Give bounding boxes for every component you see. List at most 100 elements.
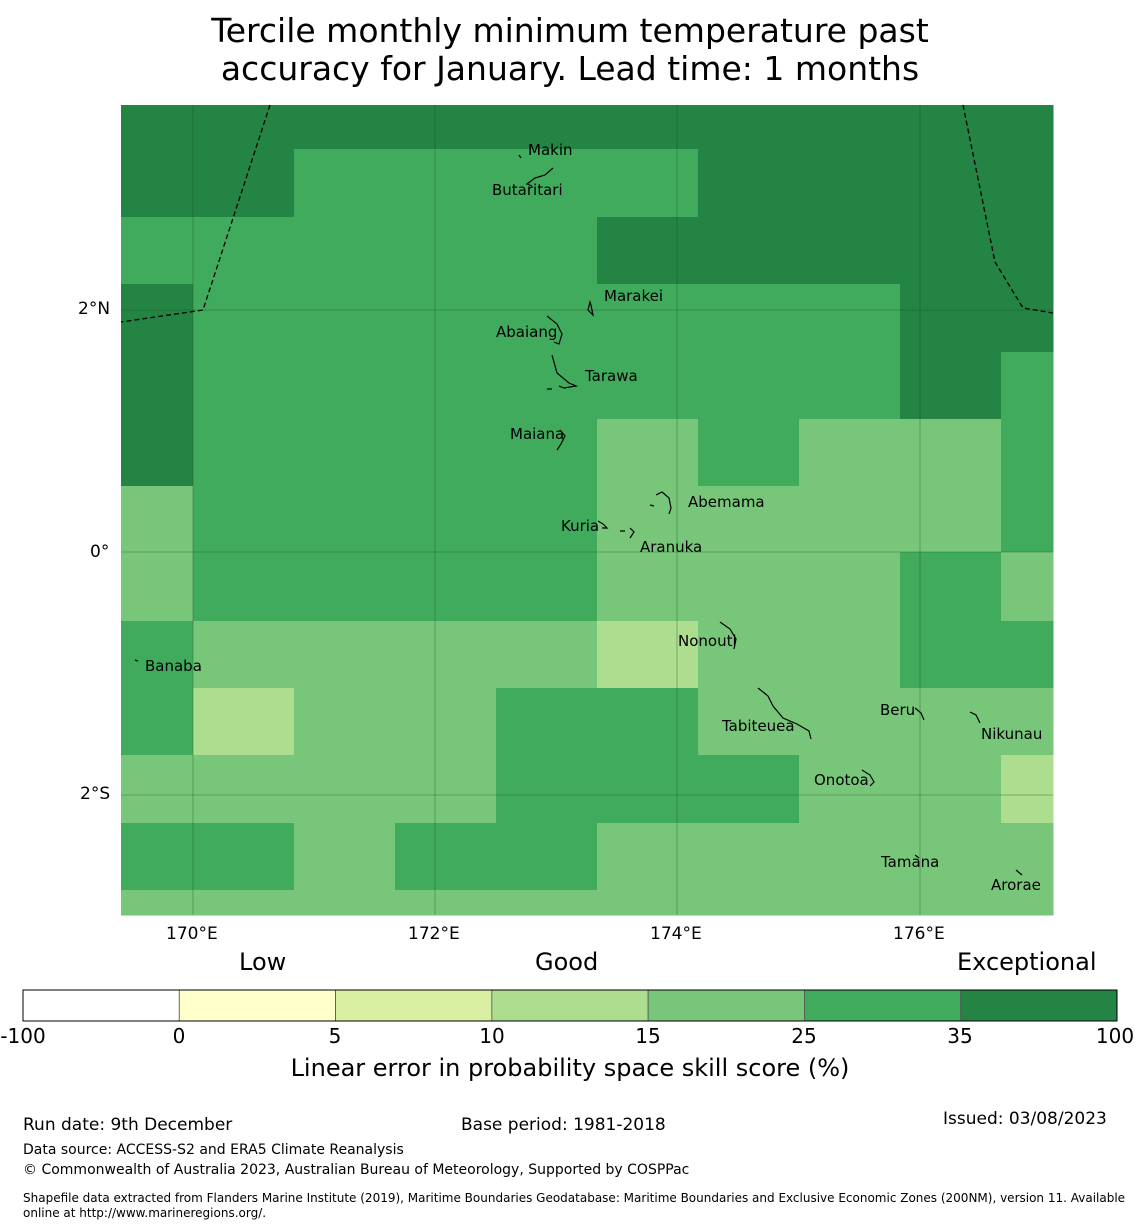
skill-cell	[496, 823, 598, 891]
skill-cell	[496, 284, 598, 353]
skill-cell	[900, 149, 1002, 218]
island-shape-aranuka	[620, 527, 635, 539]
skill-cell	[395, 890, 497, 916]
x-tick-176e: 176°E	[893, 924, 945, 944]
skill-cell	[1001, 284, 1054, 353]
skill-cell	[1001, 823, 1054, 891]
island-shape-tamana	[914, 854, 920, 859]
y-tick-0: 0°	[90, 542, 110, 562]
colorbar-category-exceptional: Exceptional	[957, 948, 1097, 976]
island-shape-maiana	[556, 429, 566, 451]
skill-cell	[294, 149, 396, 218]
skill-cell	[193, 352, 295, 420]
island-label-kuria: Kuria	[561, 517, 599, 535]
skill-cell	[900, 217, 1002, 285]
skill-cell	[395, 352, 497, 420]
skill-cell	[121, 352, 194, 420]
skill-cell	[799, 621, 901, 689]
skill-cell	[900, 352, 1002, 420]
y-tick-2n: 2°N	[78, 299, 111, 319]
skill-cell	[900, 688, 1002, 756]
skill-cell	[496, 149, 598, 218]
eez-boundary-east	[962, 104, 1054, 314]
skill-cell	[294, 552, 396, 622]
skill-cell	[294, 890, 396, 916]
skill-cell	[799, 284, 901, 353]
skill-cell	[900, 890, 1002, 916]
skill-cell	[799, 890, 901, 916]
skill-cell	[900, 105, 1002, 150]
skill-cell	[193, 217, 295, 285]
colorbar-label: Linear error in probability space skill …	[290, 1054, 850, 1082]
run-date: Run date: 9th December	[23, 1115, 233, 1135]
island-shape-tarawa	[547, 354, 579, 390]
colorbar-swatch	[178, 989, 336, 1022]
skill-cell	[395, 149, 497, 218]
skill-cell	[121, 149, 194, 218]
colorbar-swatch	[22, 989, 180, 1022]
skill-cell	[395, 621, 497, 689]
island-label-marakei: Marakei	[604, 287, 663, 305]
x-tick-174e: 174°E	[650, 924, 702, 944]
skill-cell	[799, 149, 901, 218]
skill-cell	[193, 755, 295, 824]
skill-cell	[698, 105, 800, 150]
skill-cell	[698, 284, 800, 353]
colorbar-category-low: Low	[239, 948, 287, 976]
skill-cell	[900, 621, 1002, 689]
skill-cell	[496, 419, 598, 487]
skill-cell	[395, 105, 497, 150]
skill-cell	[294, 688, 396, 756]
skill-cell	[496, 621, 598, 689]
shapefile-credit: Shapefile data extracted from Flanders M…	[23, 1191, 1126, 1220]
skill-cell	[799, 552, 901, 622]
island-label-abemama: Abemama	[688, 493, 765, 511]
skill-cell	[395, 755, 497, 824]
skill-cell	[900, 486, 1002, 553]
skill-cell	[597, 419, 699, 487]
island-label-nikunau: Nikunau	[981, 725, 1042, 743]
skill-cell	[193, 621, 295, 689]
skill-cell	[597, 688, 699, 756]
skill-cell	[698, 486, 800, 553]
skill-cell	[799, 352, 901, 420]
skill-cell	[395, 552, 497, 622]
skill-cell	[597, 352, 699, 420]
skill-cell	[1001, 486, 1054, 553]
colorbar-tick: 35	[947, 1024, 973, 1048]
island-label-banaba: Banaba	[145, 657, 202, 675]
colorbar-outline	[22, 989, 1118, 1022]
skill-cell	[900, 284, 1002, 353]
chart-title-line2: accuracy for January. Lead time: 1 month…	[220, 49, 920, 88]
island-label-abaiang: Abaiang	[496, 323, 557, 341]
skill-cell	[496, 688, 598, 756]
colorbar-tick: 25	[791, 1024, 817, 1048]
graticule	[121, 105, 1053, 915]
skill-cell	[496, 552, 598, 622]
island-shape-beru	[914, 707, 925, 721]
skill-cell	[294, 621, 396, 689]
x-tick-170e: 170°E	[166, 924, 218, 944]
colorbar-tick: 0	[172, 1024, 186, 1048]
skill-cell	[193, 486, 295, 553]
skill-cell	[698, 149, 800, 218]
skill-cell	[900, 419, 1002, 487]
colorbar-swatch	[960, 989, 1118, 1022]
island-shape-kuria	[597, 520, 609, 529]
island-shape-onotoa	[861, 769, 875, 787]
skill-cell	[496, 105, 598, 150]
skill-cell	[395, 823, 497, 891]
skill-cell	[799, 105, 901, 150]
skill-cell	[496, 890, 598, 916]
skill-cell	[698, 217, 800, 285]
skill-cell	[121, 284, 194, 353]
chart-title-line1: Tercile monthly minimum temperature past	[211, 11, 929, 50]
skill-cell	[1001, 217, 1054, 285]
base-period: Base period: 1981-2018	[461, 1115, 666, 1135]
colorbar-tick: 10	[479, 1024, 505, 1048]
island-shape-makin	[518, 154, 522, 159]
island-shape-arorae	[1015, 869, 1023, 876]
skill-cell	[294, 823, 396, 891]
skill-cell	[121, 823, 194, 891]
